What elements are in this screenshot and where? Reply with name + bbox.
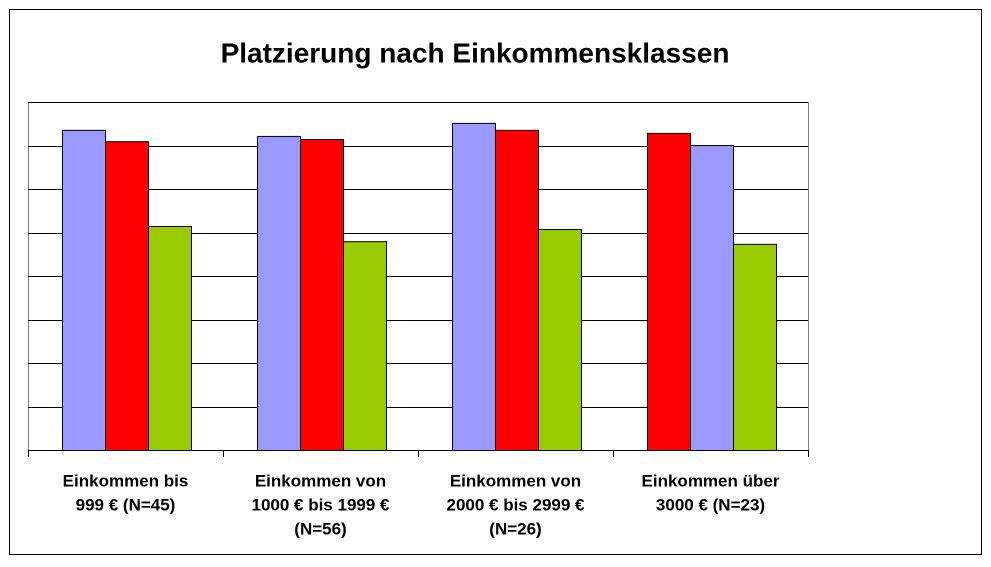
x-tick-label: (N=26) [489,519,541,538]
x-tick-label: 2000 € bis 2999 € [446,495,585,514]
bar [105,141,149,451]
x-tick-label: 3000 € (N=23) [656,495,765,514]
bar [148,225,192,451]
x-tick-label: Einkommen über [642,471,780,490]
x-tick-label: Einkommen bis [63,471,189,490]
x-tick-label: 999 € (N=45) [76,495,176,514]
x-tick-label: Einkommen von [255,471,386,490]
bar [300,138,344,451]
bar [647,132,691,451]
bar [62,129,106,451]
x-tick-label: (N=56) [294,519,346,538]
bar [690,145,734,451]
x-tick-label: 1000 € bis 1999 € [251,495,390,514]
bar [343,241,387,451]
chart-title: Platzierung nach Einkommensklassen [221,37,730,68]
bar [257,135,301,451]
bar [452,122,496,451]
x-tick-label: Einkommen von [450,471,581,490]
bar [538,229,582,451]
bar [495,129,539,451]
bar [733,243,777,451]
